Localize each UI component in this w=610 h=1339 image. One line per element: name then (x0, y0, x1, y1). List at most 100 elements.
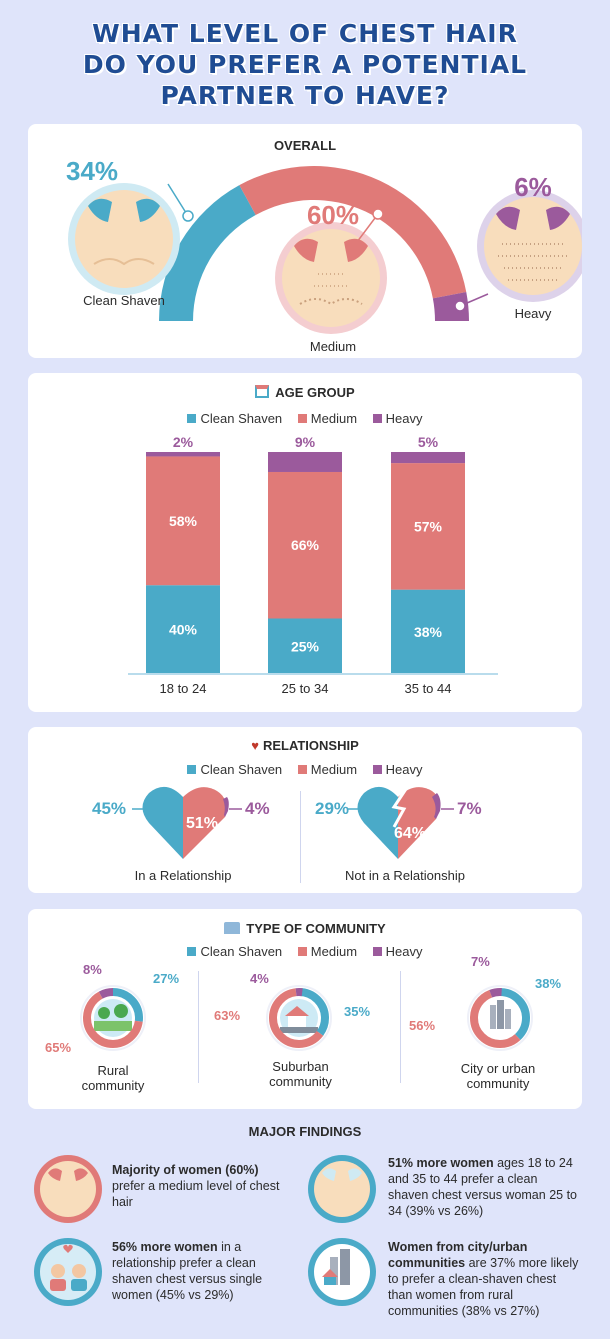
rural-clean-pct: 27% (153, 971, 180, 986)
com-legend-medium: Medium (310, 944, 358, 959)
overall-arc-medium (239, 166, 467, 299)
age-category-label-2: 35 to 44 (405, 681, 452, 696)
rural-heavy-pct: 8% (83, 962, 102, 977)
finding-clean-chest-icon (308, 1155, 376, 1223)
overall-arc-clean (159, 185, 256, 321)
rural-label: Rural community (73, 1063, 153, 1093)
finding-1: Majority of women (60%) prefer a medium … (112, 1162, 292, 1210)
overall-medium-label: Medium (309, 339, 357, 354)
relationship-legend: Clean Shaven Medium Heavy (28, 762, 582, 777)
community-divider-2 (400, 971, 401, 1083)
suburban-medium-pct: 63% (214, 1008, 241, 1023)
age-value-medium-2: 57% (414, 518, 443, 534)
overall-medium-pct: 60% (306, 200, 360, 230)
finding-3-text: in a relationship prefer a clean shaven … (112, 1240, 263, 1302)
overall-heavy-pct: 6% (514, 172, 552, 202)
finding-couple-icon (34, 1238, 102, 1306)
suburban-house-icon (280, 999, 318, 1037)
com-legend-heavy: Heavy (385, 944, 423, 959)
community-donuts (80, 985, 533, 1051)
age-bar-clean-2 (391, 589, 465, 674)
out-heart-clean (357, 786, 398, 859)
age-bar-heavy-1 (268, 452, 342, 472)
out-clean-pct: 29% (315, 799, 350, 818)
age-bar-chart: 40% 58% 2% 18 to 24 25% 66% 9% 25 to 34 38% 57% 5%… (128, 434, 498, 696)
rural-label-2: community (81, 1078, 145, 1093)
relationship-header: ♥ RELATIONSHIP (28, 738, 582, 753)
rural-medium-pct: 65% (45, 1040, 72, 1055)
tree-icon (94, 999, 132, 1037)
heart-icon: ♥ (251, 738, 259, 753)
age-legend-clean: Clean Shaven (200, 411, 283, 426)
donut-0-heavy (83, 988, 143, 1048)
finding-4-text: are 37% more likely to prefer a clean-sh… (388, 1256, 579, 1318)
heavy-connector-dot (454, 300, 466, 312)
heavy-chest-icon (477, 190, 582, 302)
clean-connector-dot (182, 210, 194, 222)
age-group-header: AGE GROUP (28, 385, 582, 400)
title-line-1: WHAT LEVEL OF CHEST HAIR (92, 19, 518, 48)
page-title: WHAT LEVEL OF CHEST HAIR DO YOU PREFER A… (0, 18, 610, 111)
clean-shaven-chest-icon (68, 183, 180, 295)
donut-2-heavy (470, 988, 530, 1048)
medium-chest-icon (275, 222, 387, 334)
out-heavy-pct: 7% (457, 799, 482, 818)
donut-1-heavy (269, 988, 329, 1048)
age-bar-medium-0 (146, 456, 220, 586)
finding-1-text: prefer a medium level of chest hair (112, 1179, 280, 1209)
suburban-clean-pct: 35% (344, 1004, 371, 1019)
age-bar-clean-1 (268, 618, 342, 674)
relationship-hearts (132, 786, 454, 859)
finding-medium-chest-icon (34, 1155, 102, 1223)
overall-clean-pct: 34% (66, 156, 119, 186)
age-value-clean-2: 38% (414, 624, 443, 640)
findings-title: MAJOR FINDINGS (248, 1124, 362, 1139)
age-legend-heavy: Heavy (385, 411, 423, 426)
suburban-label: Suburban community (258, 1059, 343, 1089)
rel-legend-heavy: Heavy (385, 762, 423, 777)
age-group-card: AGE GROUP Clean Shaven Medium Heavy 40% 5… (28, 373, 582, 712)
donut-2-medium (470, 988, 530, 1048)
medium-connector (350, 213, 379, 251)
donut-1-medium (269, 988, 329, 1048)
in-heart-clean (142, 786, 183, 859)
not-in-relationship-heart (347, 786, 454, 859)
age-bar-heavy-0 (146, 452, 220, 457)
clean-connector (167, 183, 189, 217)
broken-heart-crack-icon (391, 788, 408, 828)
age-value-heavy-0: 2% (173, 434, 194, 450)
urban-label-2: community (466, 1076, 530, 1091)
age-group-title: AGE GROUP (275, 385, 355, 400)
urban-label: City or urban community (443, 1061, 553, 1091)
out-heart-heavy (432, 793, 441, 819)
finding-4: Women from city/urban communities are 37… (388, 1239, 582, 1319)
finding-2-text: ages 18 to 24 and 35 to 44 prefer a clea… (388, 1156, 577, 1218)
in-clean-pct: 45% (92, 799, 127, 818)
age-bar-medium-1 (268, 471, 342, 619)
finding-3-bold: 56% more women (112, 1240, 218, 1254)
title-line-3: PARTNER TO HAVE? (160, 81, 450, 110)
in-heart-heavy (223, 797, 229, 817)
in-medium-pct: 51% (186, 815, 219, 832)
age-value-heavy-2: 5% (418, 434, 439, 450)
in-relationship-heart (132, 786, 242, 859)
calendar-icon (255, 385, 270, 398)
urban-medium-pct: 56% (409, 1018, 436, 1033)
suburban-label-2: community (269, 1074, 332, 1089)
urban-label-1: City or urban (460, 1061, 536, 1076)
age-value-clean-1: 25% (291, 638, 320, 654)
community-card: TYPE OF COMMUNITY Clean Shaven Medium He… (28, 909, 582, 1109)
house-icon (224, 922, 241, 934)
finding-3: 56% more women in a relationship prefer … (112, 1239, 294, 1303)
title-line-2: DO YOU PREFER A POTENTIAL (82, 50, 528, 79)
out-heart-medium (398, 787, 440, 859)
city-buildings-icon (481, 999, 519, 1037)
donut-0-medium (83, 988, 143, 1048)
relationship-title: RELATIONSHIP (262, 738, 359, 753)
finding-city-icon (308, 1238, 376, 1306)
age-bar-medium-2 (391, 463, 465, 590)
age-value-medium-1: 66% (291, 537, 320, 553)
age-bar-heavy-2 (391, 452, 465, 464)
rel-legend-medium: Medium (310, 762, 358, 777)
overall-gauge (68, 166, 582, 334)
